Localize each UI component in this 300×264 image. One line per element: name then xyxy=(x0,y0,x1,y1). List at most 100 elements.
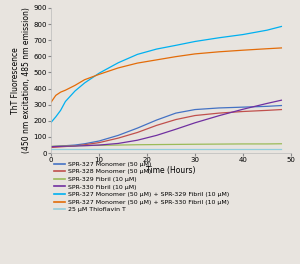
SPR-327 Monomer (50 μM) xyxy=(280,104,283,107)
SPR-330 Fibril (10 μM) xyxy=(49,145,53,148)
SPR-327 Monomer (50 μM) + SPR-329 Fibril (10 μM) xyxy=(280,25,283,28)
SPR-327 Monomer (50 μM) + SPR-329 Fibril (10 μM) xyxy=(54,115,58,118)
SPR-327 Monomer (50 μM) + SPR-330 Fibril (10 μM) xyxy=(64,89,67,92)
SPR-330 Fibril (10 μM) xyxy=(64,145,67,148)
SPR-327 Monomer (50 μM) + SPR-330 Fibril (10 μM) xyxy=(59,91,62,94)
SPR-329 Fibril (10 μM) xyxy=(54,145,58,148)
SPR-327 Monomer (50 μM) + SPR-330 Fibril (10 μM) xyxy=(265,47,269,50)
SPR-329 Fibril (10 μM) xyxy=(73,144,77,147)
SPR-327 Monomer (50 μM) xyxy=(54,145,58,148)
SPR-330 Fibril (10 μM) xyxy=(54,145,58,148)
SPR-327 Monomer (50 μM) + SPR-329 Fibril (10 μM) xyxy=(73,89,77,93)
SPR-327 Monomer (50 μM) + SPR-330 Fibril (10 μM) xyxy=(174,55,178,58)
SPR-327 Monomer (50 μM) + SPR-330 Fibril (10 μM) xyxy=(116,66,120,69)
Line: SPR-328 Monomer (50 μM): SPR-328 Monomer (50 μM) xyxy=(51,110,281,148)
SPR-327 Monomer (50 μM) xyxy=(174,111,178,115)
25 μM Thioflavin T xyxy=(49,147,53,150)
25 μM Thioflavin T xyxy=(97,147,101,150)
SPR-327 Monomer (50 μM) + SPR-329 Fibril (10 μM) xyxy=(265,29,269,32)
SPR-327 Monomer (50 μM) xyxy=(64,144,67,147)
SPR-327 Monomer (50 μM) xyxy=(155,119,158,122)
Legend: SPR-327 Monomer (50 μM), SPR-328 Monomer (50 μM), SPR-329 Fibril (10 μM), SPR-33: SPR-327 Monomer (50 μM), SPR-328 Monomer… xyxy=(54,162,230,212)
SPR-327 Monomer (50 μM) + SPR-330 Fibril (10 μM) xyxy=(241,49,245,52)
SPR-327 Monomer (50 μM) + SPR-330 Fibril (10 μM) xyxy=(193,52,197,55)
25 μM Thioflavin T xyxy=(83,147,86,150)
SPR-327 Monomer (50 μM) + SPR-329 Fibril (10 μM) xyxy=(217,36,221,39)
SPR-327 Monomer (50 μM) + SPR-329 Fibril (10 μM) xyxy=(64,100,67,103)
SPR-329 Fibril (10 μM) xyxy=(241,142,245,145)
Line: SPR-327 Monomer (50 μM): SPR-327 Monomer (50 μM) xyxy=(51,106,281,147)
SPR-328 Monomer (50 μM) xyxy=(217,111,221,115)
SPR-328 Monomer (50 μM) xyxy=(116,136,120,140)
SPR-329 Fibril (10 μM) xyxy=(116,143,120,147)
25 μM Thioflavin T xyxy=(136,147,139,150)
Y-axis label: ThT Fluorescence
(450 nm excitation, 485 nm emission): ThT Fluorescence (450 nm excitation, 485… xyxy=(11,8,31,153)
25 μM Thioflavin T xyxy=(54,147,58,150)
SPR-327 Monomer (50 μM) + SPR-329 Fibril (10 μM) xyxy=(174,44,178,47)
SPR-329 Fibril (10 μM) xyxy=(217,143,221,146)
SPR-327 Monomer (50 μM) + SPR-330 Fibril (10 μM) xyxy=(155,58,158,62)
SPR-328 Monomer (50 μM) xyxy=(73,144,77,147)
SPR-329 Fibril (10 μM) xyxy=(265,142,269,145)
SPR-327 Monomer (50 μM) + SPR-329 Fibril (10 μM) xyxy=(241,33,245,36)
SPR-327 Monomer (50 μM) xyxy=(97,139,101,143)
SPR-328 Monomer (50 μM) xyxy=(174,118,178,121)
SPR-330 Fibril (10 μM) xyxy=(59,145,62,148)
SPR-330 Fibril (10 μM) xyxy=(116,142,120,145)
SPR-328 Monomer (50 μM) xyxy=(59,145,62,148)
SPR-330 Fibril (10 μM) xyxy=(83,144,86,147)
SPR-329 Fibril (10 μM) xyxy=(59,144,62,148)
SPR-330 Fibril (10 μM) xyxy=(193,121,197,124)
SPR-327 Monomer (50 μM) xyxy=(241,106,245,109)
SPR-329 Fibril (10 μM) xyxy=(64,144,67,147)
SPR-327 Monomer (50 μM) + SPR-329 Fibril (10 μM) xyxy=(193,40,197,43)
SPR-329 Fibril (10 μM) xyxy=(280,142,283,145)
SPR-327 Monomer (50 μM) xyxy=(73,143,77,147)
SPR-329 Fibril (10 μM) xyxy=(97,144,101,147)
SPR-328 Monomer (50 μM) xyxy=(265,109,269,112)
SPR-328 Monomer (50 μM) xyxy=(83,143,86,146)
SPR-327 Monomer (50 μM) + SPR-329 Fibril (10 μM) xyxy=(136,53,139,56)
SPR-330 Fibril (10 μM) xyxy=(241,108,245,111)
SPR-328 Monomer (50 μM) xyxy=(193,114,197,117)
25 μM Thioflavin T xyxy=(265,147,269,150)
SPR-327 Monomer (50 μM) xyxy=(136,126,139,130)
SPR-327 Monomer (50 μM) + SPR-330 Fibril (10 μM) xyxy=(54,94,58,97)
Line: SPR-330 Fibril (10 μM): SPR-330 Fibril (10 μM) xyxy=(51,100,281,147)
SPR-327 Monomer (50 μM) + SPR-329 Fibril (10 μM) xyxy=(116,61,120,64)
SPR-327 Monomer (50 μM) + SPR-330 Fibril (10 μM) xyxy=(217,50,221,53)
SPR-329 Fibril (10 μM) xyxy=(193,143,197,146)
Line: SPR-327 Monomer (50 μM) + SPR-329 Fibril (10 μM): SPR-327 Monomer (50 μM) + SPR-329 Fibril… xyxy=(51,26,281,122)
Line: SPR-329 Fibril (10 μM): SPR-329 Fibril (10 μM) xyxy=(51,144,281,146)
SPR-327 Monomer (50 μM) xyxy=(116,134,120,137)
SPR-327 Monomer (50 μM) + SPR-329 Fibril (10 μM) xyxy=(83,81,86,84)
SPR-329 Fibril (10 μM) xyxy=(83,144,86,147)
SPR-328 Monomer (50 μM) xyxy=(241,110,245,113)
SPR-327 Monomer (50 μM) + SPR-330 Fibril (10 μM) xyxy=(49,101,53,104)
SPR-329 Fibril (10 μM) xyxy=(174,143,178,146)
SPR-329 Fibril (10 μM) xyxy=(49,145,53,148)
SPR-327 Monomer (50 μM) + SPR-329 Fibril (10 μM) xyxy=(97,72,101,75)
25 μM Thioflavin T xyxy=(217,147,221,150)
SPR-330 Fibril (10 μM) xyxy=(73,144,77,148)
Line: SPR-327 Monomer (50 μM) + SPR-330 Fibril (10 μM): SPR-327 Monomer (50 μM) + SPR-330 Fibril… xyxy=(51,48,281,102)
25 μM Thioflavin T xyxy=(64,147,67,150)
SPR-328 Monomer (50 μM) xyxy=(136,131,139,134)
SPR-328 Monomer (50 μM) xyxy=(54,145,58,149)
SPR-328 Monomer (50 μM) xyxy=(49,146,53,149)
SPR-328 Monomer (50 μM) xyxy=(280,108,283,111)
SPR-327 Monomer (50 μM) xyxy=(217,106,221,110)
SPR-327 Monomer (50 μM) + SPR-330 Fibril (10 μM) xyxy=(97,73,101,76)
SPR-328 Monomer (50 μM) xyxy=(64,145,67,148)
25 μM Thioflavin T xyxy=(174,147,178,150)
25 μM Thioflavin T xyxy=(116,147,120,150)
SPR-327 Monomer (50 μM) + SPR-329 Fibril (10 μM) xyxy=(59,109,62,112)
SPR-330 Fibril (10 μM) xyxy=(265,102,269,105)
SPR-327 Monomer (50 μM) + SPR-329 Fibril (10 μM) xyxy=(49,121,53,124)
25 μM Thioflavin T xyxy=(73,147,77,150)
SPR-328 Monomer (50 μM) xyxy=(155,124,158,127)
SPR-330 Fibril (10 μM) xyxy=(174,128,178,131)
SPR-330 Fibril (10 μM) xyxy=(97,143,101,147)
25 μM Thioflavin T xyxy=(241,147,245,150)
SPR-327 Monomer (50 μM) xyxy=(193,108,197,111)
